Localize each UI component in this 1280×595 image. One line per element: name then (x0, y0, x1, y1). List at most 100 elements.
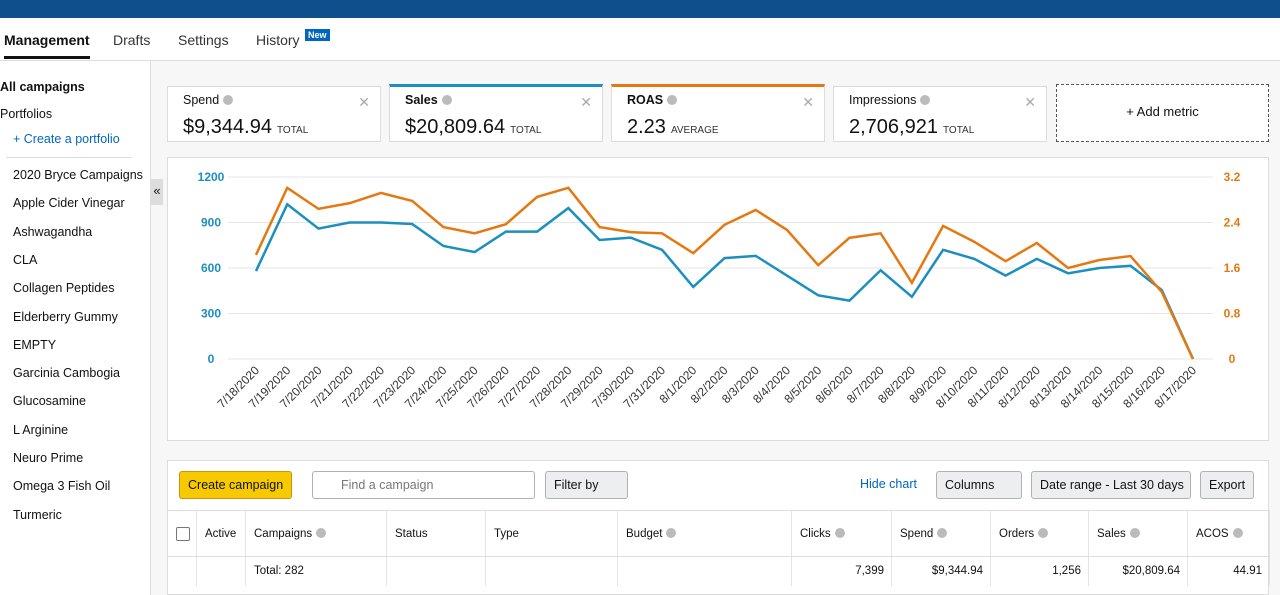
all-campaigns[interactable]: All campaigns (0, 80, 85, 94)
cell (387, 556, 486, 586)
close[interactable]: ✕ (580, 94, 592, 110)
create-campaign[interactable]: Create campaign (179, 471, 293, 499)
info-icon (920, 95, 931, 105)
metric-aggregate: TOTAL (276, 125, 309, 136)
export[interactable]: Export (1200, 471, 1255, 499)
search-box[interactable]: Find a campaign (312, 471, 535, 499)
add-metric[interactable]: + Add metric (1056, 84, 1269, 142)
date-range[interactable]: Date range - Last 30 days (1031, 471, 1191, 499)
metric-card[interactable]: ROAS 2.23 AVERAGE ✕ (611, 84, 825, 142)
portfolio-item[interactable]: 2020 Bryce Campaigns (13, 168, 143, 182)
metric-name: Sales (405, 93, 452, 107)
info-icon (441, 95, 452, 105)
column-header[interactable]: Spend (892, 510, 991, 556)
portfolio-item[interactable]: L Arginine (13, 422, 69, 437)
column-header-text: Type (494, 528, 519, 540)
column-header[interactable]: Orders (991, 510, 1089, 556)
info-icon (223, 95, 234, 105)
info-icon (667, 95, 678, 105)
close[interactable]: ✕ (1024, 94, 1036, 110)
metric-card[interactable]: Impressions 2,706,921 TOTAL ✕ (833, 86, 1047, 142)
portfolio-item[interactable]: Glucosamine (13, 394, 86, 409)
column-header[interactable]: ACOS (1188, 510, 1270, 556)
column-header[interactable]: Active (197, 510, 246, 556)
column-header-text: Campaigns (254, 528, 313, 540)
info-icon (1129, 528, 1140, 538)
column-header-text: Sales (1097, 528, 1126, 540)
column-header[interactable]: Status (387, 510, 486, 556)
tab[interactable]: Management (4, 32, 90, 59)
portfolio-item[interactable]: Apple Cider Vinegar (13, 196, 125, 211)
portfolio-item[interactable]: Omega 3 Fish Oil (13, 479, 111, 494)
metric-value: 2.23 AVERAGE (627, 116, 719, 139)
create-portfolio[interactable]: + Create a portfolio (13, 132, 120, 146)
metric-value-text: $20,809.64 (405, 116, 506, 138)
series-line (254, 202, 1195, 360)
y2-tick-label: 3.2 (1224, 170, 1241, 184)
metric-name: Impressions (849, 93, 931, 107)
cell (168, 556, 197, 586)
column-header[interactable]: Clicks (792, 510, 892, 556)
metric-name: ROAS (627, 93, 678, 107)
column-header[interactable]: Campaigns (246, 510, 387, 556)
metric-name-text: Spend (183, 93, 220, 107)
column-header-text: ACOS (1196, 528, 1229, 540)
cell (618, 556, 792, 586)
cell (1188, 556, 1270, 586)
column-header[interactable]: Budget (618, 510, 792, 556)
cell (892, 556, 991, 586)
info-icon (937, 528, 948, 538)
portfolio-item[interactable]: Neuro Prime (13, 451, 84, 465)
metric-aggregate: TOTAL (510, 125, 542, 136)
y-tick-label: 1200 (198, 170, 225, 184)
metric-name-text: ROAS (627, 93, 664, 107)
filter-by[interactable]: Filter by (545, 471, 628, 499)
portfolio-item[interactable]: CLA (13, 252, 38, 267)
sidebar: All campaigns Portfolios + Create a port… (0, 61, 151, 595)
info-icon (1038, 528, 1049, 538)
total-cell: 1,256 (1052, 565, 1081, 577)
collapse[interactable]: « (151, 179, 163, 205)
column-header[interactable]: Type (486, 510, 618, 556)
metric-value: $9,344.94 TOTAL (183, 116, 308, 139)
select-all[interactable] (168, 510, 197, 556)
portfolio-item[interactable]: EMPTY (13, 337, 57, 352)
hide-chart[interactable]: Hide chart (860, 477, 917, 491)
column-header-text: Clicks (800, 528, 831, 540)
portfolio-item[interactable]: Ashwagandha (13, 224, 93, 239)
metric-value-text: 2,706,921 (849, 116, 938, 138)
y2-tick-label: 1.6 (1224, 261, 1241, 275)
metric-card[interactable]: Spend $9,344.94 TOTAL ✕ (167, 86, 381, 142)
metric-value-text: $9,344.94 (183, 116, 272, 138)
cell (1089, 556, 1188, 586)
cell (991, 556, 1089, 586)
cell (197, 556, 246, 586)
metric-name-text: Sales (405, 93, 438, 107)
chart-box: 0 300 600 900 1200 0 0.8 1.6 2.4 3.2 7/18/2020 7/19… (167, 157, 1269, 441)
new-badge: New (305, 29, 330, 41)
column-header-text: Budget (626, 528, 663, 540)
cell (792, 556, 892, 586)
total-cell: $9,344.94 (931, 565, 983, 577)
portfolio-item[interactable]: Elderberry Gummy (13, 309, 118, 324)
metric-card[interactable]: Sales $20,809.64 TOTAL ✕ (389, 84, 603, 142)
column-header[interactable]: Sales (1089, 510, 1188, 556)
tab[interactable]: History (256, 32, 300, 48)
portfolio-item[interactable]: Turmeric (13, 507, 62, 522)
tab[interactable]: Settings (178, 32, 229, 48)
columns[interactable]: Columns (936, 471, 1022, 499)
info-icon (1232, 528, 1243, 538)
portfolio-item[interactable]: Collagen Peptides (13, 281, 115, 296)
portfolios[interactable]: Portfolios (0, 107, 53, 121)
portfolio-item[interactable]: Garcinia Cambogia (13, 366, 120, 381)
metric-name-text: Impressions (849, 93, 917, 107)
close[interactable]: ✕ (802, 94, 814, 110)
y-tick-label: 600 (201, 261, 221, 275)
tab[interactable]: Drafts (113, 32, 151, 48)
column-header-text: Orders (999, 528, 1035, 540)
y-tick-label: 300 (201, 307, 221, 321)
info-icon (666, 528, 677, 538)
metric-value: 2,706,921 TOTAL (849, 116, 974, 139)
y-tick-label: 0 (208, 352, 215, 366)
close[interactable]: ✕ (358, 94, 370, 110)
